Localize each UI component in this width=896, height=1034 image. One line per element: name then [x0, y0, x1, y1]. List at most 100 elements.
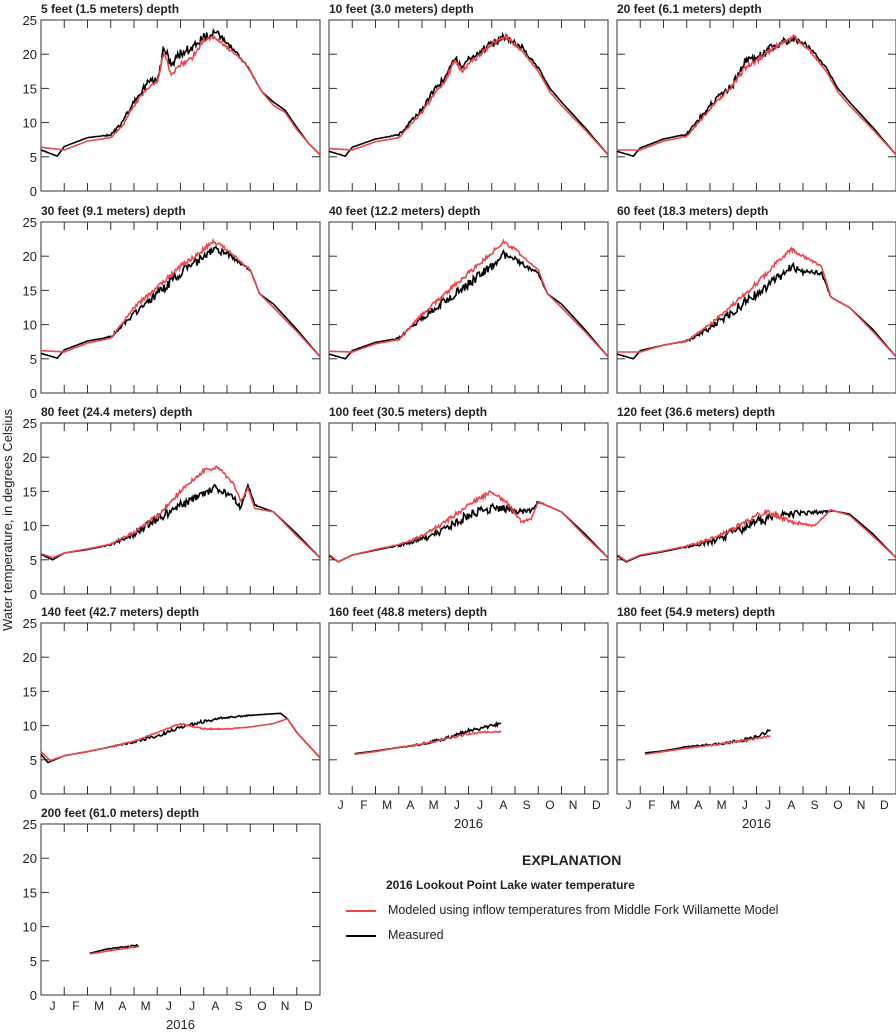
panel-title: 5 feet (1.5 meters) depth	[41, 2, 179, 16]
x-tick-label: A	[694, 798, 702, 812]
x-axis-label: 2016	[742, 816, 771, 831]
x-tick-label: F	[648, 798, 655, 812]
series-modeled	[354, 730, 502, 756]
y-tick-label: 20	[23, 650, 37, 665]
x-tick-label: J	[454, 798, 460, 812]
series-modeled	[89, 945, 139, 955]
x-tick-label: M	[382, 798, 392, 812]
series-modeled	[329, 32, 609, 156]
plot-frame	[328, 622, 609, 795]
plot-frame	[328, 422, 609, 595]
panel-title: 180 feet (54.9 meters) depth	[617, 605, 775, 619]
x-tick-label: F	[360, 798, 367, 812]
legend-swatch-measured	[346, 935, 376, 937]
series-modeled	[40, 465, 321, 559]
plot-frame	[40, 422, 321, 595]
x-tick-label: J	[765, 798, 771, 812]
x-tick-label: A	[406, 798, 414, 812]
series-measured	[354, 720, 502, 755]
x-tick-label: A	[787, 798, 795, 812]
y-tick-label: 5	[30, 352, 37, 367]
y-tick-label: 15	[23, 484, 37, 499]
plot-frame	[40, 622, 321, 795]
plot-frame	[616, 19, 896, 192]
x-axis-label: 2016	[454, 816, 483, 831]
x-tick-label: A	[499, 798, 507, 812]
x-tick-label: O	[257, 999, 266, 1013]
series-measured	[40, 712, 321, 764]
series-measured	[328, 31, 609, 158]
panel-title: 10 feet (3.0 meters) depth	[329, 2, 474, 16]
y-axis-label: Water temperature, in degrees Celsius	[0, 408, 15, 631]
x-tick-label: F	[72, 999, 79, 1013]
y-tick-label: 15	[23, 885, 37, 900]
plot-frame	[40, 221, 321, 394]
x-tick-label: D	[592, 798, 601, 812]
x-tick-label: A	[211, 999, 219, 1013]
series-modeled	[644, 734, 771, 756]
x-tick-label: S	[235, 999, 243, 1013]
series-measured	[40, 27, 321, 158]
y-tick-label: 10	[23, 719, 37, 734]
x-tick-label: D	[304, 999, 313, 1013]
x-tick-label: S	[523, 798, 531, 812]
legend-label-modeled: Modeled using inflow temperatures from M…	[388, 903, 779, 917]
y-tick-label: 10	[23, 519, 37, 534]
x-tick-label: M	[429, 798, 439, 812]
legend-swatch-modeled	[346, 910, 376, 912]
y-tick-label: 25	[23, 416, 37, 431]
y-tick-label: 0	[30, 787, 37, 802]
y-tick-label: 15	[23, 684, 37, 699]
series-measured	[616, 508, 896, 563]
x-tick-label: N	[569, 798, 578, 812]
legend-title: EXPLANATION	[522, 852, 622, 868]
y-tick-label: 10	[23, 318, 37, 333]
y-tick-label: 0	[30, 184, 37, 199]
y-tick-label: 10	[23, 116, 37, 131]
y-tick-label: 0	[30, 988, 37, 1003]
plot-frame	[616, 422, 896, 595]
x-tick-label: M	[670, 798, 680, 812]
x-tick-label: A	[118, 999, 126, 1013]
plot-frame	[40, 823, 321, 996]
x-tick-label: J	[50, 999, 56, 1013]
panel-title: 160 feet (48.8 meters) depth	[329, 605, 487, 619]
x-tick-label: D	[880, 798, 889, 812]
x-tick-label: J	[742, 798, 748, 812]
plot-frame	[328, 221, 609, 394]
x-tick-label: N	[281, 999, 290, 1013]
x-tick-label: M	[141, 999, 151, 1013]
series-measured	[328, 248, 609, 360]
series-measured	[616, 34, 896, 158]
x-axis-label: 2016	[166, 1017, 195, 1032]
y-tick-label: 5	[30, 150, 37, 165]
x-tick-label: N	[857, 798, 866, 812]
x-tick-label: M	[717, 798, 727, 812]
panel-title: 120 feet (36.6 meters) depth	[617, 405, 775, 419]
y-tick-label: 20	[23, 450, 37, 465]
y-tick-label: 15	[23, 81, 37, 96]
series-modeled	[617, 246, 896, 358]
y-tick-label: 5	[30, 954, 37, 969]
panel-title: 40 feet (12.2 meters) depth	[329, 204, 480, 218]
series-modeled	[329, 238, 609, 358]
series-modeled	[616, 508, 896, 563]
y-tick-label: 20	[23, 249, 37, 264]
series-modeled	[41, 237, 321, 358]
plot-frame	[616, 221, 896, 394]
x-tick-label: J	[477, 798, 483, 812]
panel-title: 140 feet (42.7 meters) depth	[41, 605, 199, 619]
plot-frame	[616, 622, 896, 795]
series-modeled	[40, 717, 321, 762]
panel-title: 30 feet (9.1 meters) depth	[41, 204, 186, 218]
x-tick-label: S	[811, 798, 819, 812]
y-tick-label: 25	[23, 13, 37, 28]
y-tick-label: 0	[30, 587, 37, 602]
y-tick-label: 20	[23, 47, 37, 62]
panel-title: 20 feet (6.1 meters) depth	[617, 2, 762, 16]
panel-title: 60 feet (18.3 meters) depth	[617, 204, 768, 218]
y-tick-label: 25	[23, 215, 37, 230]
x-tick-label: M	[94, 999, 104, 1013]
legend-subtitle: 2016 Lookout Point Lake water temperatur…	[386, 878, 635, 892]
